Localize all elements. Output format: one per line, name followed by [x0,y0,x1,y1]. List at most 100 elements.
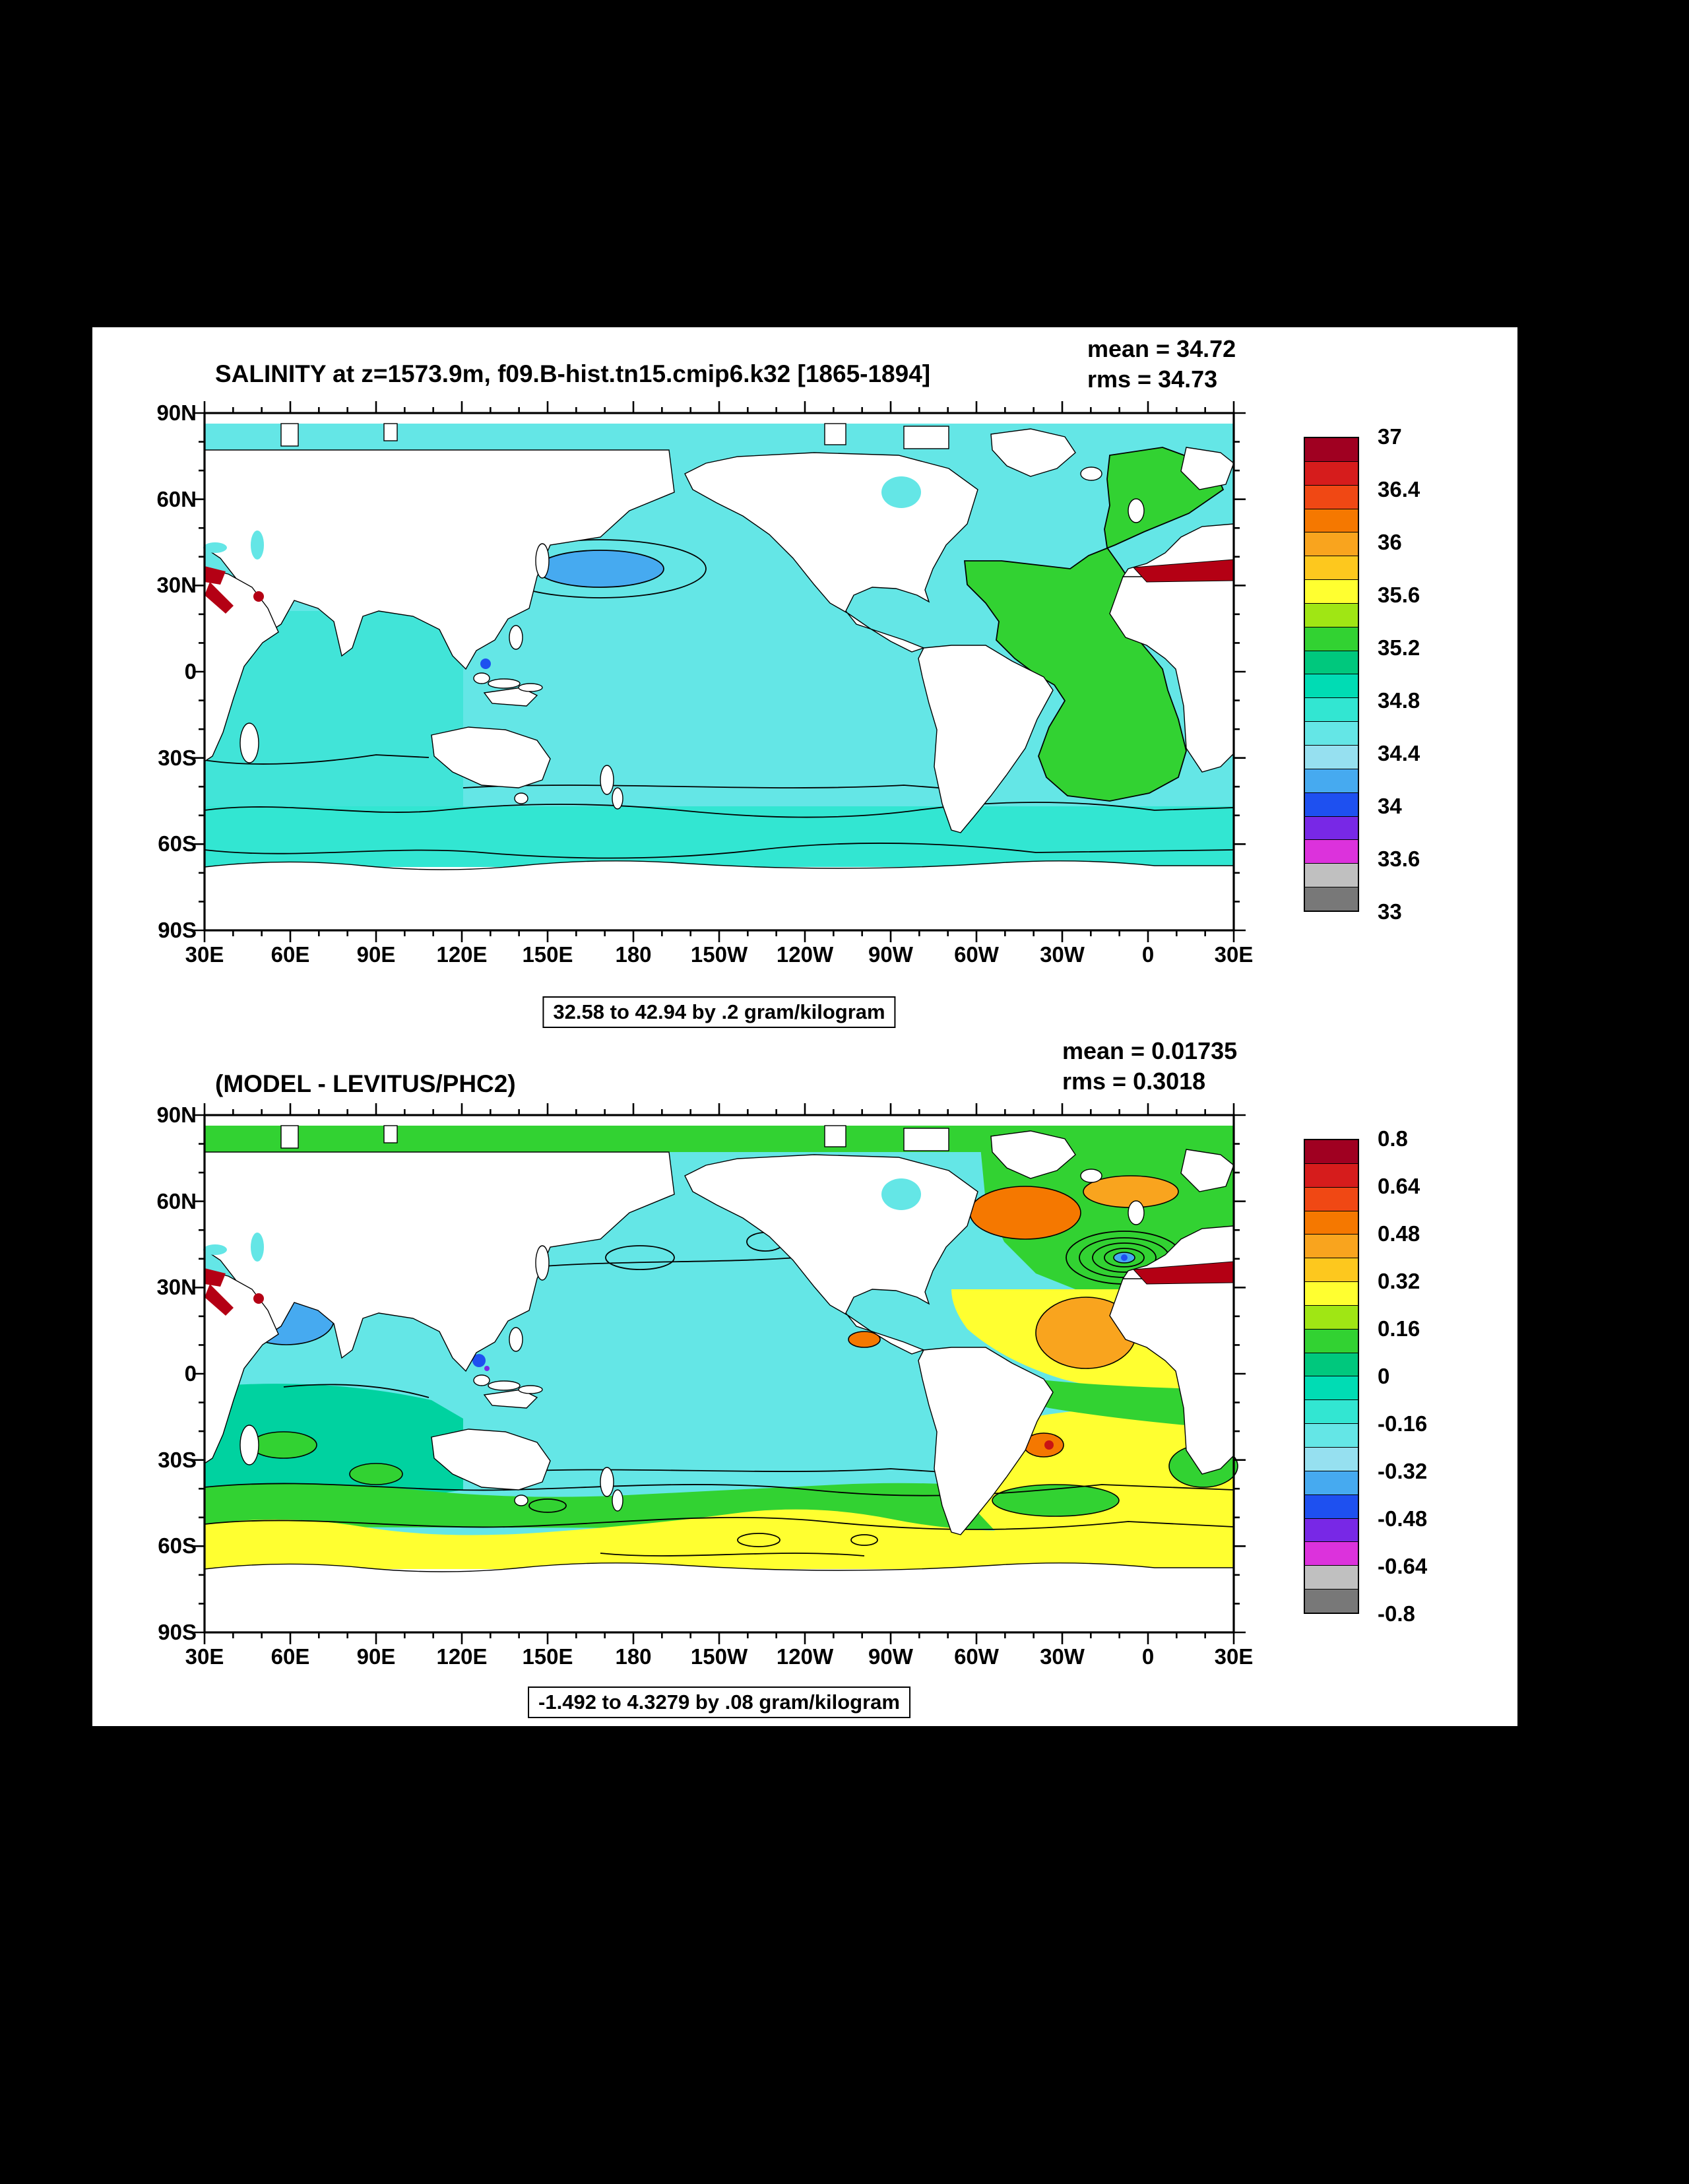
colorbar-cell [1305,674,1358,698]
colorbar-cell [1305,1258,1358,1282]
colorbar-cell [1305,484,1358,509]
axis-label: 35.6 [1378,583,1420,607]
axis-label: -0.64 [1378,1554,1428,1578]
axis-label: -0.32 [1378,1459,1428,1483]
colorbar-cell [1305,839,1358,864]
axis-label: 30W [1040,942,1085,967]
top-contour-range-note: 32.58 to 42.94 by .2 gram/kilogram [542,996,896,1028]
axis-label: 37 [1378,424,1402,449]
colorbar-cell [1305,816,1358,840]
axis-label: 30S [158,1447,197,1472]
colorbar-cell [1305,1304,1358,1329]
axis-label: 0.8 [1378,1126,1408,1151]
top-mean-value: mean = 34.72 [1087,335,1236,362]
axis-label: 30W [1040,1644,1085,1669]
colorbar-cell [1305,1140,1358,1163]
axis-label: 60N [156,486,197,511]
colorbar-cell [1305,602,1358,627]
axis-label: 90W [868,1644,913,1669]
colorbar-cell [1305,744,1358,769]
axis-label: 60S [158,1533,197,1558]
axis-label: 0 [1141,1644,1155,1669]
axis-label: 34.8 [1378,688,1420,713]
axis-label: 34.4 [1378,741,1420,765]
bottom-latitude-axis-labels: 90N 60N 30N 0 30S 60S 90S [110,1103,197,1644]
axis-label: -0.16 [1378,1411,1428,1436]
colorbar-cell [1305,1186,1358,1211]
axis-label: 0.48 [1378,1221,1420,1246]
top-colorbar [1304,437,1359,912]
axis-label: -0.48 [1378,1506,1428,1531]
colorbar-cell [1305,438,1358,461]
axis-label: 0 [1141,942,1155,967]
bottom-colorbar-labels: 0.8 0.64 0.48 0.32 0.16 0 -0.16 -0.32 -0.48 -0.64… [1378,1126,1483,1626]
axis-label: 60S [158,831,197,856]
axis-label: 60E [271,1644,310,1669]
bottom-plot-stats: mean = 0.01735 rms = 0.3018 [1062,1036,1237,1097]
colorbar-cell [1305,508,1358,532]
axis-label: 0 [184,659,197,684]
axis-label: 33.6 [1378,846,1420,871]
axis-label: 0 [184,1361,197,1386]
axis-label: 90E [356,1644,396,1669]
bottom-longitude-axis-labels: 30E 60E 90E 120E 150E 180 150W 120W 90W 60W 30W 0 30… [185,1644,1254,1672]
axis-label: 120E [436,942,488,967]
axis-label: 0.16 [1378,1316,1420,1341]
colorbar-cell [1305,579,1358,603]
colorbar-cell [1305,1163,1358,1187]
axis-label: 180 [615,1644,652,1669]
colorbar-cell [1305,1210,1358,1235]
plot-panel: SALINITY at z=1573.9m, f09.B-hist.tn15.c… [92,327,1517,1726]
axis-label: 30N [156,573,197,598]
colorbar-cell [1305,1352,1358,1376]
colorbar-cell [1305,1234,1358,1258]
axis-label: 90N [156,401,197,425]
axis-label: 180 [615,942,652,967]
colorbar-cell [1305,1589,1358,1613]
axis-label: 60E [271,942,310,967]
colorbar-cell [1305,1328,1358,1353]
axis-label: 150W [690,1644,748,1669]
top-longitude-axis-labels: 30E 60E 90E 120E 150E 180 150W 120W 90W 60W 30W 0 30… [185,942,1254,970]
axis-label: 90W [868,942,913,967]
colorbar-cell [1305,1470,1358,1494]
axis-label: 30E [185,942,224,967]
axis-label: 90N [156,1103,197,1127]
axis-label: 60W [954,942,999,967]
colorbar-cell [1305,887,1358,911]
axis-label: 30E [185,1644,224,1669]
top-colorbar-labels: 37 36.4 36 35.6 35.2 34.8 34.4 34 33.6 33 [1378,424,1483,924]
salinity-world-map [193,401,1246,942]
colorbar-cell [1305,697,1358,722]
salinity-difference-world-map [193,1103,1246,1644]
colorbar-cell [1305,556,1358,580]
bottom-rms-value: rms = 0.3018 [1062,1068,1206,1095]
axis-label: 120W [776,942,834,967]
axis-label: 36.4 [1378,476,1420,501]
axis-label: 36 [1378,529,1402,554]
colorbar-cell [1305,1541,1358,1566]
colorbar-cell [1305,792,1358,816]
bottom-colorbar [1304,1139,1359,1614]
axis-label: 0.32 [1378,1269,1420,1293]
inland-seas [203,476,1234,614]
bottom-plot-title: (MODEL - LEVITUS/PHC2) [215,1070,516,1097]
axis-label: 30S [158,745,197,770]
axis-label: 60N [156,1188,197,1213]
axis-label: 90S [158,918,197,942]
colorbar-cell [1305,626,1358,651]
top-rms-value: rms = 34.73 [1087,366,1218,393]
axis-label: 34 [1378,794,1402,818]
colorbar-cell [1305,721,1358,745]
colorbar-cell [1305,1446,1358,1471]
axis-label: 30E [1214,1644,1254,1669]
axis-label: 150E [522,1644,573,1669]
continents [204,423,1234,931]
top-latitude-axis-labels: 90N 60N 30N 0 30S 60S 90S [110,401,197,942]
colorbar-cell [1305,1423,1358,1447]
axis-label: 150W [690,942,748,967]
colorbar-cell [1305,1565,1358,1590]
axis-label: 33 [1378,899,1402,924]
colorbar-cell [1305,1518,1358,1542]
